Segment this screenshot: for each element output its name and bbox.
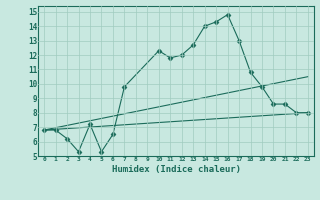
X-axis label: Humidex (Indice chaleur): Humidex (Indice chaleur) <box>111 165 241 174</box>
